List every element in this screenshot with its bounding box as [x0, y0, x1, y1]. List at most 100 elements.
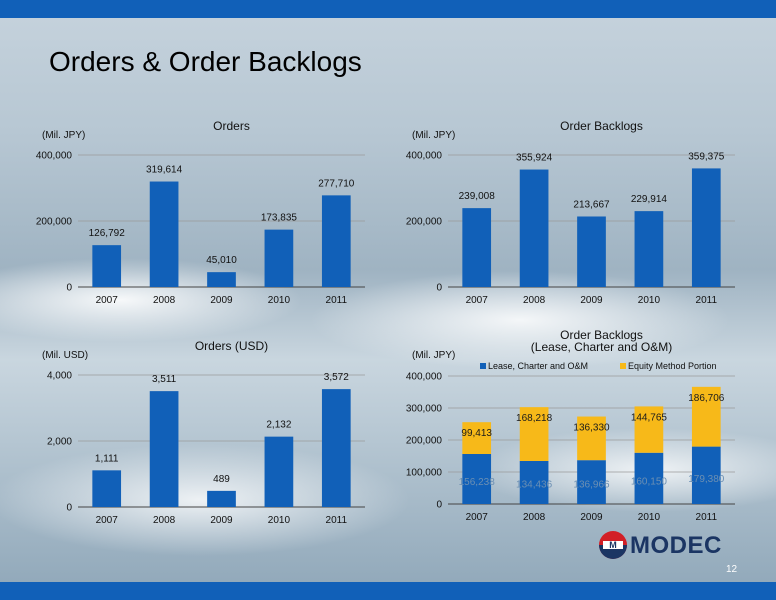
bar-value-label: 99,413: [461, 428, 492, 439]
x-tick-label: 2009: [580, 295, 603, 306]
slide-title: Orders & Order Backlogs: [49, 46, 362, 77]
y-tick-label: 0: [436, 500, 442, 511]
y-tick-label: 0: [66, 283, 72, 294]
bar-value-label: 359,375: [688, 151, 725, 162]
top-header-bar: [0, 0, 776, 18]
modec-logo: M MODEC: [598, 530, 738, 562]
bar-value-label: 156,238: [459, 477, 496, 488]
bar-value-label: 179,380: [688, 474, 725, 485]
bar-value-label: 3,572: [324, 372, 349, 383]
bar: [691, 168, 721, 287]
bar-value-label: 144,765: [631, 412, 668, 423]
x-tick-label: 2009: [210, 515, 233, 526]
bar-lease-charter-om: [462, 454, 492, 504]
bar-value-label: 213,667: [573, 199, 610, 210]
x-tick-label: 2008: [523, 295, 546, 306]
page-number: 12: [726, 564, 738, 575]
x-tick-label: 2010: [638, 512, 661, 523]
chart-title-line: (Lease, Charter and O&M): [531, 340, 672, 354]
bar-value-label: 2,132: [266, 420, 291, 431]
svg-text:M: M: [609, 540, 617, 550]
bar-lease-charter-om: [577, 460, 606, 504]
x-tick-label: 2011: [326, 295, 348, 306]
bar-value-label: 1,111: [95, 453, 119, 464]
x-tick-label: 2011: [696, 295, 718, 306]
y-tick-label: 2,000: [47, 437, 72, 448]
legend-swatch: [620, 363, 626, 369]
bar-value-label: 489: [213, 474, 230, 485]
bar-value-label: 160,150: [631, 477, 668, 488]
order-backlogs-stacked-chart: Order Backlogs(Lease, Charter and O&M) (M…: [406, 328, 735, 523]
bar: [264, 229, 294, 287]
orders-jpy-chart: Orders (Mil. JPY) 0 200,000 400,000 2007 2008 2…: [36, 119, 365, 306]
legend-label: Equity Method Portion: [628, 361, 717, 371]
x-tick-label: 2007: [96, 515, 119, 526]
bar: [462, 208, 492, 287]
y-tick-label: 400,000: [406, 151, 443, 162]
x-tick-label: 2010: [638, 295, 661, 306]
bottom-footer-bar: [0, 582, 776, 600]
y-unit-label: (Mil. JPY): [42, 130, 85, 141]
y-tick-label: 0: [66, 503, 72, 514]
bar: [149, 391, 179, 507]
bar-value-label: 3,511: [152, 374, 177, 385]
legend-swatch: [480, 363, 486, 369]
y-unit-label: (Mil. JPY): [412, 130, 455, 141]
bar: [264, 436, 294, 507]
bar: [634, 211, 664, 287]
x-tick-label: 2009: [210, 295, 233, 306]
bar-equity-method: [519, 407, 549, 461]
y-tick-label: 300,000: [406, 404, 443, 415]
x-tick-label: 2009: [580, 512, 603, 523]
bar-equity-method: [634, 406, 664, 453]
bar-equity-method: [691, 386, 721, 447]
legend-label: Lease, Charter and O&M: [488, 361, 588, 371]
y-unit-label: (Mil. USD): [42, 350, 88, 361]
bar-value-label: 186,706: [688, 393, 725, 404]
bar-value-label: 45,010: [206, 255, 237, 266]
bar-lease-charter-om: [691, 446, 721, 504]
bar-value-label: 239,008: [459, 191, 496, 202]
bar-value-label: 134,436: [516, 480, 553, 491]
bar: [321, 389, 351, 507]
y-tick-label: 200,000: [406, 217, 443, 228]
bar: [207, 272, 236, 287]
bar: [519, 169, 549, 287]
chart-title: Orders (USD): [195, 339, 268, 353]
modec-logo-text: MODEC: [630, 532, 722, 559]
y-tick-label: 400,000: [36, 151, 73, 162]
bar-value-label: 229,914: [631, 194, 668, 205]
order-backlogs-chart: Order Backlogs (Mil. JPY) 0 200,000 400,000 2…: [406, 119, 735, 306]
y-tick-label: 4,000: [47, 371, 72, 382]
bar-equity-method: [577, 416, 606, 461]
chart-title: Order Backlogs: [560, 119, 643, 133]
bar: [92, 470, 122, 507]
x-tick-label: 2011: [696, 512, 718, 523]
y-tick-label: 400,000: [406, 372, 443, 383]
y-tick-label: 100,000: [406, 468, 443, 479]
bar-value-label: 277,710: [318, 178, 355, 189]
x-tick-label: 2011: [326, 515, 348, 526]
y-tick-label: 200,000: [406, 436, 443, 447]
bar-lease-charter-om: [519, 460, 549, 504]
bar-value-label: 355,924: [516, 153, 553, 164]
bar-value-label: 173,835: [261, 213, 298, 224]
y-tick-label: 0: [436, 283, 442, 294]
x-tick-label: 2007: [466, 295, 489, 306]
bar-equity-method: [462, 422, 492, 455]
x-tick-label: 2007: [466, 512, 489, 523]
bar-value-label: 168,218: [516, 413, 553, 424]
bar: [149, 181, 179, 287]
x-tick-label: 2008: [153, 295, 176, 306]
bar: [577, 216, 606, 287]
bar: [321, 195, 351, 287]
modec-emblem-icon: M: [599, 531, 627, 559]
y-tick-label: 200,000: [36, 217, 73, 228]
bar-value-label: 319,614: [146, 165, 183, 176]
bar-value-label: 136,966: [573, 479, 610, 490]
x-tick-label: 2008: [523, 512, 546, 523]
x-tick-label: 2010: [268, 295, 291, 306]
x-tick-label: 2008: [153, 515, 176, 526]
bar: [207, 490, 236, 507]
orders-usd-chart: Orders (USD) (Mil. USD) 0 2,000 4,000 2007 200…: [42, 339, 365, 526]
